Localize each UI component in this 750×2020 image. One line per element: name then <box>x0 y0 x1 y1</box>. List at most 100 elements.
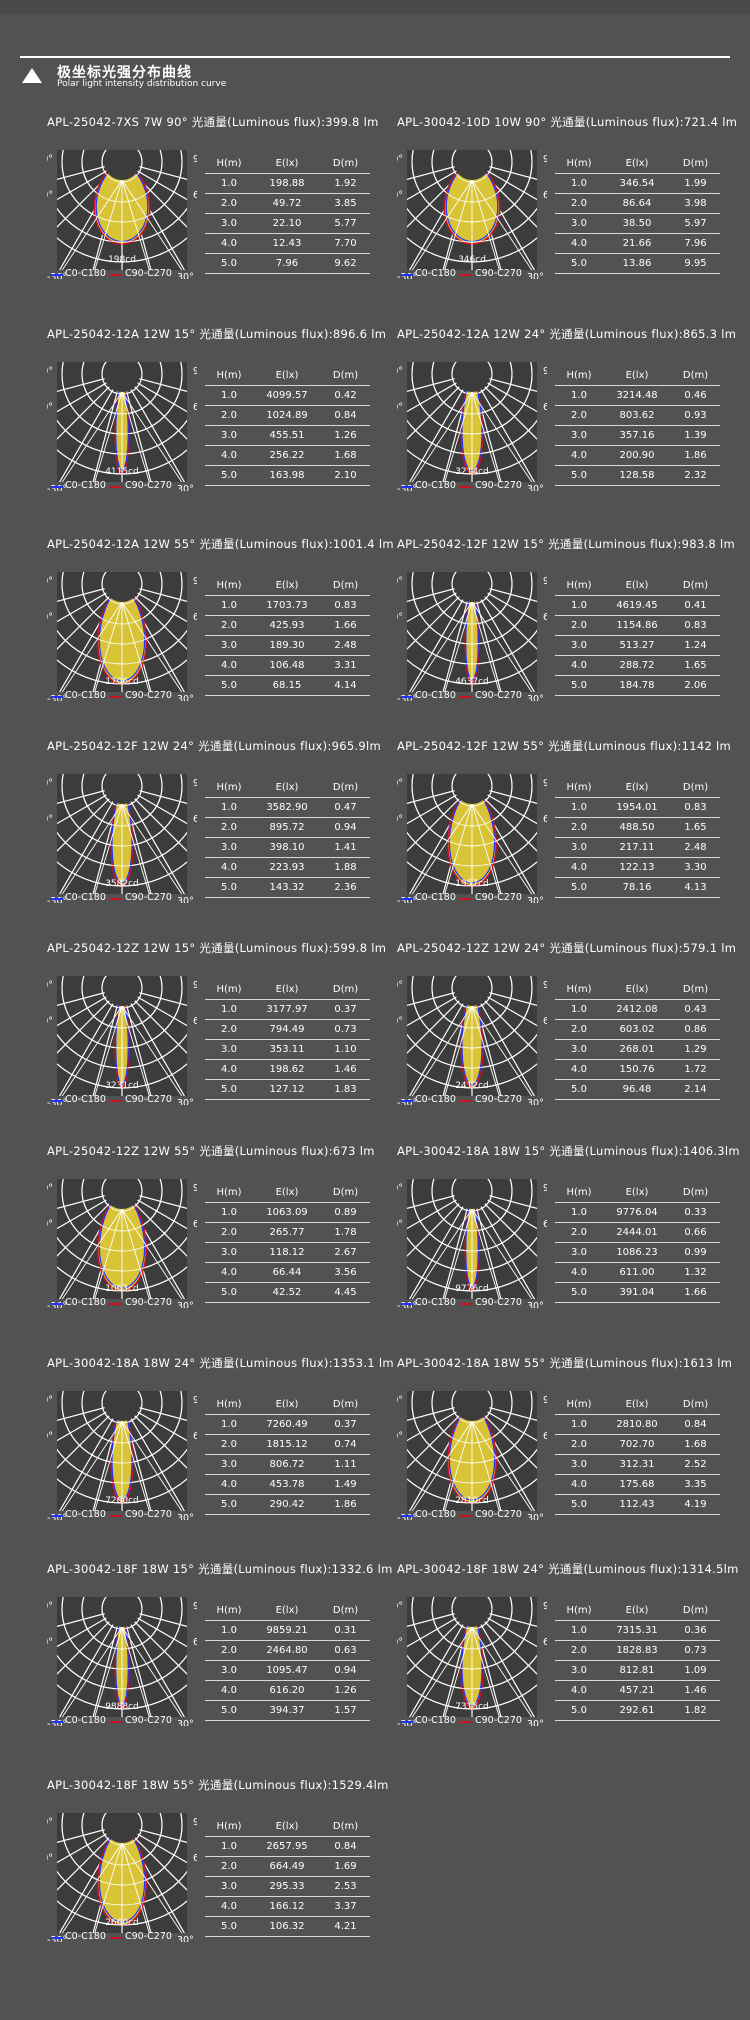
polar-spoke <box>121 373 187 393</box>
legend-line-c90 <box>460 1100 472 1102</box>
polar-spoke <box>407 987 473 1007</box>
table-row: 3.0 1095.47 0.94 <box>205 1661 370 1681</box>
product-section: APL-25042-12A 12W 55° 光通量(Luminous flux)… <box>47 536 394 736</box>
table-cell: 292.61 <box>619 1705 655 1716</box>
angle-label: -30° <box>397 1719 417 1726</box>
table-row: 3.0 312.31 2.52 <box>555 1455 720 1475</box>
table-row: 4.0 122.13 3.30 <box>555 858 720 878</box>
table-header-row: H(m) E(lx) D(m) <box>205 1601 370 1621</box>
table-cell: 4.19 <box>684 1499 707 1510</box>
table-cell: 0.43 <box>684 1004 707 1015</box>
table-header-cell: H(m) <box>216 1187 242 1198</box>
table-row: 4.0 21.66 7.96 <box>555 234 720 254</box>
angle-label: -90° <box>47 1817 53 1828</box>
polar-spoke <box>471 161 537 181</box>
table-row: 1.0 1063.09 0.89 <box>205 1203 370 1223</box>
legend-line-c0 <box>401 274 413 276</box>
legend-line-c0 <box>51 486 63 488</box>
table-row: 3.0 268.01 1.29 <box>555 1040 720 1060</box>
table-cell: 1.26 <box>334 1685 357 1696</box>
table-cell: 5.0 <box>571 470 587 481</box>
legend: C0-C180 C90-C270 <box>47 1715 197 1727</box>
table-cell: 1.78 <box>334 1227 357 1238</box>
table-cell: 2.0 <box>221 410 237 421</box>
table-cell: 5.0 <box>571 1084 587 1095</box>
angle-label: 30° <box>527 484 544 491</box>
table-cell: 2.0 <box>571 620 587 631</box>
table-cell: 2.0 <box>571 198 587 209</box>
table-cell: 166.12 <box>269 1901 305 1912</box>
polar-spoke <box>407 987 473 1027</box>
angle-label: 60° <box>543 814 547 825</box>
angle-label: 60° <box>543 1219 547 1230</box>
legend: C0-C180 C90-C270 <box>397 1094 547 1106</box>
table-row: 1.0 2657.95 0.84 <box>205 1837 370 1857</box>
table-cell: 198.88 <box>269 178 305 189</box>
legend-label-c0: C0-C180 <box>415 268 456 279</box>
table-cell: 4.0 <box>221 862 237 873</box>
table-cell: 0.83 <box>684 620 707 631</box>
angle-label: -90° <box>397 778 403 789</box>
angle-label: 90° <box>193 778 197 789</box>
table-row: 4.0 166.12 3.37 <box>205 1897 370 1917</box>
angle-label: -90° <box>397 1183 403 1194</box>
polar-spoke <box>121 1824 187 1864</box>
table-cell: 1.0 <box>571 1625 587 1636</box>
table-header-cell: E(lx) <box>625 1605 649 1616</box>
table-cell: 0.83 <box>334 600 357 611</box>
table-cell: 2.0 <box>571 1024 587 1035</box>
table-cell: 1.0 <box>571 1004 587 1015</box>
table-cell: 425.93 <box>269 620 305 631</box>
polar-spoke <box>57 373 123 393</box>
table-row: 5.0 184.78 2.06 <box>555 676 720 696</box>
angle-label: -60° <box>397 1016 403 1027</box>
table-cell: 0.42 <box>334 390 357 401</box>
table-cell: 3.0 <box>221 1247 237 1258</box>
polar-spoke <box>407 161 473 181</box>
angle-label: -30° <box>397 1098 417 1105</box>
table-row: 4.0 200.90 1.86 <box>555 446 720 466</box>
angle-label: -60° <box>47 612 53 623</box>
illuminance-table: H(m) E(lx) D(m) 1.0 2412.08 0.43 2.0 603.02 0.86… <box>555 980 720 1100</box>
polar-spoke <box>57 987 123 1007</box>
table-cell: 794.49 <box>269 1024 305 1035</box>
table-cell: 1.69 <box>334 1861 357 1872</box>
product-title: APL-25042-12A 12W 55° 光通量(Luminous flux)… <box>47 537 394 551</box>
product-section: APL-30042-18A 18W 15° 光通量(Luminous flux)… <box>397 1143 742 1343</box>
table-cell: 1.65 <box>684 822 707 833</box>
table-header-cell: D(m) <box>332 984 359 995</box>
angle-label: 60° <box>543 402 547 413</box>
table-cell: 1.10 <box>334 1044 357 1055</box>
angle-label: -90° <box>47 1395 53 1406</box>
angle-label: 60° <box>543 612 547 623</box>
table-header-cell: D(m) <box>682 782 709 793</box>
angle-label: 60° <box>193 814 197 825</box>
table-cell: 3.35 <box>684 1479 707 1490</box>
table-row: 4.0 150.76 1.72 <box>555 1060 720 1080</box>
angle-label: -90° <box>397 154 403 165</box>
polar-spoke <box>407 785 473 825</box>
angle-label: -30° <box>397 484 417 491</box>
table-cell: 1.86 <box>684 450 707 461</box>
table-header-row: H(m) E(lx) D(m) <box>205 980 370 1000</box>
legend: C0-C180 C90-C270 <box>47 1297 197 1309</box>
table-cell: 2.10 <box>334 470 357 481</box>
legend-line-c0 <box>401 898 413 900</box>
table-row: 3.0 1086.23 0.99 <box>555 1243 720 1263</box>
table-header-row: H(m) E(lx) D(m) <box>555 1601 720 1621</box>
legend-label-c90: C90-C270 <box>125 690 172 701</box>
illuminance-table: H(m) E(lx) D(m) 1.0 4619.45 0.41 2.0 1154.86 0.8… <box>555 576 720 696</box>
table-cell: 1.46 <box>684 1685 707 1696</box>
product-title: APL-25042-12F 12W 55° 光通量(Luminous flux)… <box>397 739 732 753</box>
table-header-cell: D(m) <box>332 580 359 591</box>
table-cell: 223.93 <box>269 862 305 873</box>
illuminance-table: H(m) E(lx) D(m) 1.0 346.54 1.99 2.0 86.64 3.98 3.… <box>555 154 720 274</box>
product-title: APL-30042-18A 18W 15° 光通量(Luminous flux)… <box>397 1144 740 1158</box>
polar-spoke <box>471 583 537 603</box>
table-row: 4.0 611.00 1.32 <box>555 1263 720 1283</box>
polar-spoke <box>57 161 123 201</box>
product-title: APL-30042-18F 18W 24° 光通量(Luminous flux)… <box>397 1562 739 1576</box>
angle-label: 90° <box>193 1601 197 1612</box>
table-header-cell: D(m) <box>332 1399 359 1410</box>
table-cell: 118.12 <box>269 1247 305 1258</box>
